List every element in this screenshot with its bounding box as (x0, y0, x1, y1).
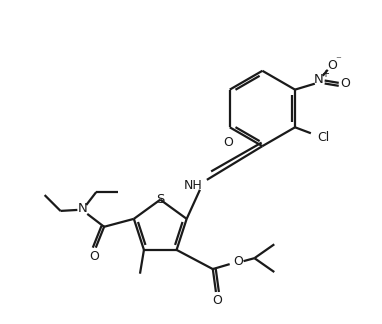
Text: NH: NH (184, 179, 202, 192)
Text: Cl: Cl (318, 131, 330, 144)
Text: N: N (78, 202, 87, 215)
Text: O: O (89, 250, 99, 263)
Text: +: + (321, 69, 329, 79)
Text: O: O (212, 294, 222, 307)
Text: O: O (327, 59, 337, 72)
Text: N: N (314, 73, 324, 86)
Text: O: O (223, 136, 233, 149)
Text: O: O (234, 255, 244, 268)
Text: O: O (341, 77, 351, 90)
Text: ⁻: ⁻ (336, 55, 342, 65)
Text: S: S (156, 193, 165, 206)
